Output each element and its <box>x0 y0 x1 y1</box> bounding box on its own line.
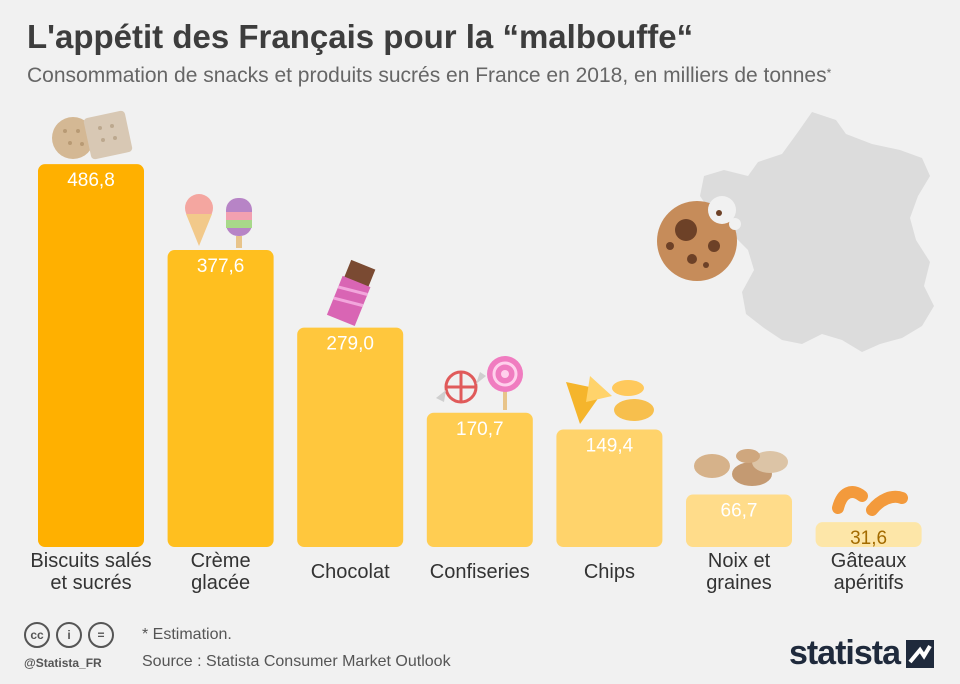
bars-group: 486,8 Biscuits salés et sucrés 377,6 Crème gl… <box>30 164 922 594</box>
cc-icon: cc <box>24 622 50 648</box>
statista-mark-icon <box>906 639 934 668</box>
attribution-icon: i <box>56 622 82 648</box>
category-label-2: Chocolat <box>311 561 390 583</box>
value-label-1: 377,6 <box>197 256 245 277</box>
category-label-3: Confiseries <box>430 561 530 583</box>
bar-6 <box>815 522 922 547</box>
value-label-6: 31,6 <box>850 528 887 549</box>
license-icons: cc i = <box>24 622 114 648</box>
category-label-line: glacée <box>191 572 250 594</box>
category-label-line: apéritifs <box>834 572 904 594</box>
category-label-4: Chips <box>584 561 635 583</box>
subtitle-footnote-mark: * <box>826 66 832 80</box>
ice-cream-icon <box>185 194 252 248</box>
category-label-line: Chocolat <box>311 561 390 583</box>
value-label-4: 149,4 <box>586 436 634 457</box>
footnote: * Estimation. <box>142 626 232 643</box>
brand-name: statista <box>788 634 901 672</box>
bar-0 <box>38 164 144 547</box>
no-derivatives-icon: = <box>88 622 114 648</box>
category-label-line: Gâteaux <box>831 550 907 572</box>
category-label-1: Crème glacée <box>191 550 251 594</box>
value-label-5: 66,7 <box>721 501 758 522</box>
bar-3 <box>426 412 533 547</box>
bar-2 <box>297 327 404 547</box>
value-label-0: 486,8 <box>67 170 115 191</box>
category-label-5: Noix et graines <box>706 550 772 594</box>
value-label-3: 170,7 <box>456 419 504 440</box>
category-label-0: Biscuits salés et sucrés <box>30 550 151 594</box>
value-label-2: 279,0 <box>326 334 374 355</box>
category-label-line: Chips <box>584 561 635 583</box>
subtitle-text: Consommation de snacks et produits sucré… <box>27 64 827 87</box>
chart-title: L'appétit des Français pour la “malbouff… <box>27 18 694 55</box>
statista-logo[interactable]: statista <box>789 634 934 673</box>
category-label-line: Crème <box>191 550 251 572</box>
category-label-line: Confiseries <box>430 561 530 583</box>
cookie-icon <box>657 196 741 281</box>
category-label-line: Biscuits salés <box>30 550 151 572</box>
chocolate-bar-icon <box>326 259 376 327</box>
chart-subtitle: Consommation de snacks et produits sucré… <box>27 64 831 88</box>
chips-icon <box>566 376 654 424</box>
biscuit-icon <box>52 110 133 160</box>
candy-icon <box>436 356 523 410</box>
category-label-line: Noix et <box>708 550 771 572</box>
category-label-line: graines <box>706 572 772 594</box>
bar-1 <box>167 250 274 548</box>
france-map-icon <box>700 112 934 352</box>
social-handle: @Statista_FR <box>24 656 102 670</box>
peanut-snack-icon <box>832 486 908 516</box>
category-label-line: et sucrés <box>50 572 131 594</box>
bar-4 <box>556 429 663 547</box>
nuts-icon <box>694 449 788 486</box>
category-label-6: Gâteaux apéritifs <box>831 550 907 594</box>
bar-5 <box>686 494 792 547</box>
source-note: Source : Statista Consumer Market Outloo… <box>142 653 451 670</box>
